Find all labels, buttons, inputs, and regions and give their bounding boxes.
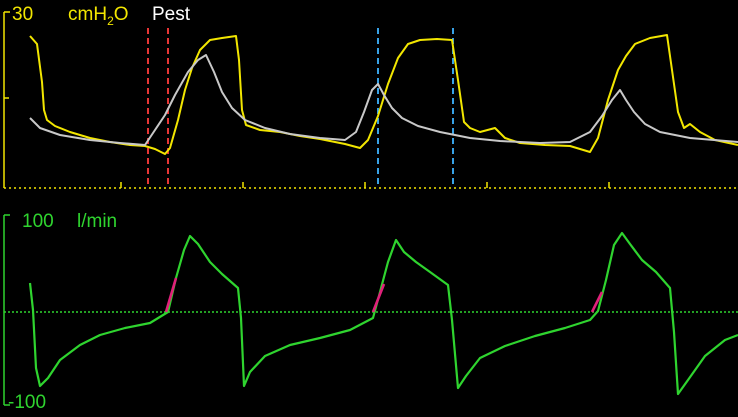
flow-scale-top-label: 100 — [22, 211, 54, 232]
trigger-segment-1 — [164, 277, 178, 313]
pressure-unit: cmH2O — [68, 4, 129, 28]
trigger-segment-3 — [590, 291, 604, 313]
flow-waveform-panel — [3, 214, 738, 406]
esophageal-pressure-trace — [29, 54, 738, 146]
pressure-unit-label: cmH2O — [68, 5, 129, 27]
flow-unit-label: l/min — [77, 211, 118, 232]
flow-scale-bottom-label: -100 — [8, 392, 47, 413]
pressure-scale-label: 30 — [12, 4, 34, 25]
airway-pressure-trace — [29, 34, 738, 155]
pressure-waveform-panel — [3, 11, 738, 189]
pest-label: Pest — [152, 4, 191, 25]
flow-trace — [28, 231, 738, 396]
trigger-segment-2 — [371, 283, 386, 313]
